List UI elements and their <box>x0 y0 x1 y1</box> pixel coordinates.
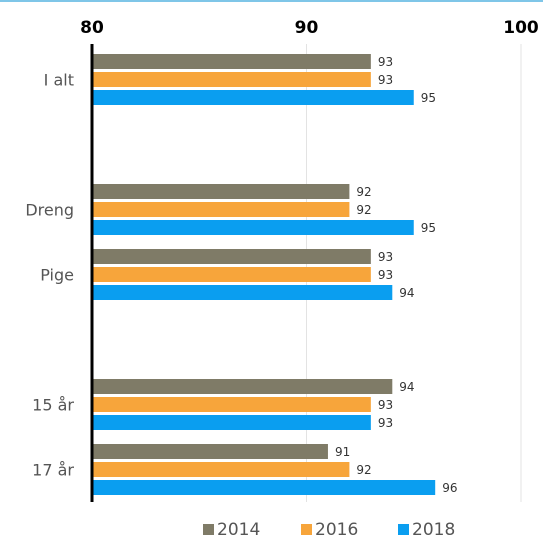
legend-label-2016: 2016 <box>315 520 358 540</box>
bar-15-år-2014 <box>92 379 393 394</box>
value-label-17-år-2014: 91 <box>335 445 350 459</box>
value-label-Dreng-2016: 92 <box>356 203 371 217</box>
value-label-I-alt-2016: 93 <box>378 73 393 87</box>
value-label-15-år-2014: 94 <box>399 380 414 394</box>
bar-I-alt-2018 <box>92 90 414 105</box>
category-label-Dreng: Dreng <box>25 201 74 220</box>
value-label-I-alt-2018: 95 <box>421 91 436 105</box>
value-label-17-år-2016: 92 <box>356 463 371 477</box>
value-label-15-år-2018: 93 <box>378 416 393 430</box>
bar-17-år-2018 <box>92 480 436 495</box>
x-tick-label-90: 90 <box>295 18 319 38</box>
value-label-Dreng-2018: 95 <box>421 221 436 235</box>
bar-15-år-2016 <box>92 397 371 412</box>
bar-Pige-2016 <box>92 267 371 282</box>
bar-I-alt-2014 <box>92 54 371 69</box>
bar-Dreng-2016 <box>92 202 350 217</box>
value-label-I-alt-2014: 93 <box>378 55 393 69</box>
category-label-17-år: 17 år <box>32 461 74 480</box>
bar-17-år-2016 <box>92 462 350 477</box>
value-label-Pige-2018: 94 <box>399 286 414 300</box>
bar-I-alt-2016 <box>92 72 371 87</box>
bar-17-år-2014 <box>92 444 328 459</box>
value-label-Pige-2016: 93 <box>378 268 393 282</box>
top-border-line <box>0 0 543 2</box>
value-label-Pige-2014: 93 <box>378 250 393 264</box>
bar-15-år-2018 <box>92 415 371 430</box>
bar-Pige-2018 <box>92 285 393 300</box>
category-label-15-år: 15 år <box>32 396 74 415</box>
value-label-Dreng-2014: 92 <box>356 185 371 199</box>
bar-Pige-2014 <box>92 249 371 264</box>
x-tick-label-100: 100 <box>503 18 539 38</box>
bar-Dreng-2014 <box>92 184 350 199</box>
bar-Dreng-2018 <box>92 220 414 235</box>
legend-label-2014: 2014 <box>217 520 260 540</box>
legend-swatch-2018 <box>398 524 409 535</box>
category-label-I-alt: I alt <box>44 71 74 90</box>
legend-swatch-2016 <box>301 524 312 535</box>
legend-label-2018: 2018 <box>412 520 455 540</box>
x-tick-label-80: 80 <box>80 18 104 38</box>
value-label-15-år-2016: 93 <box>378 398 393 412</box>
legend-swatch-2014 <box>203 524 214 535</box>
value-label-17-år-2018: 96 <box>442 481 457 495</box>
category-label-Pige: Pige <box>40 266 74 285</box>
